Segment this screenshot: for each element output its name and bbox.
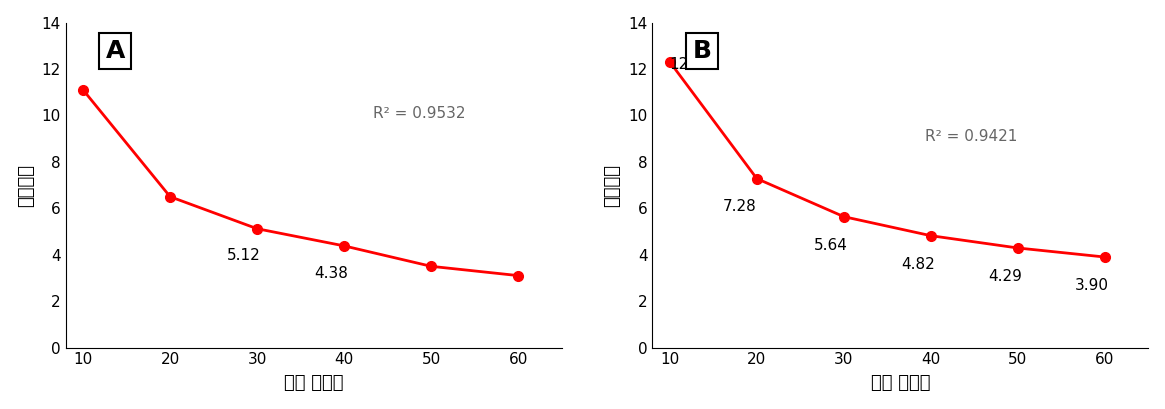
Text: 4.29: 4.29 <box>988 269 1022 284</box>
Text: R² = 0.9421: R² = 0.9421 <box>925 129 1017 144</box>
Text: R² = 0.9532: R² = 0.9532 <box>373 106 466 121</box>
Text: 5.12: 5.12 <box>227 248 261 263</box>
Text: 4.82: 4.82 <box>901 256 934 272</box>
Y-axis label: 표봉오자: 표봉오자 <box>16 164 35 207</box>
Text: B: B <box>692 39 712 63</box>
Text: 7.28: 7.28 <box>722 200 756 214</box>
Text: 3.90: 3.90 <box>1075 278 1109 293</box>
X-axis label: 조사 포장수: 조사 포장수 <box>284 374 344 392</box>
Text: 12.31: 12.31 <box>670 57 713 72</box>
Y-axis label: 표봉오자: 표봉오자 <box>603 164 621 207</box>
X-axis label: 조사 포장수: 조사 포장수 <box>870 374 930 392</box>
Text: 5.64: 5.64 <box>814 238 848 252</box>
Text: 4.38: 4.38 <box>315 265 348 281</box>
Text: A: A <box>106 39 125 63</box>
